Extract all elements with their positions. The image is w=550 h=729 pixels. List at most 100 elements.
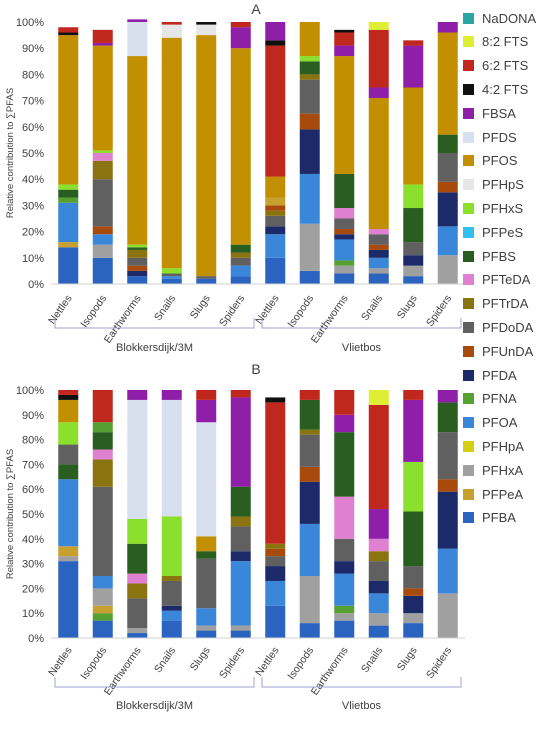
bar-segment bbox=[334, 605, 355, 614]
group-label: Blokkersdijk/3M bbox=[116, 700, 193, 712]
group-bracket bbox=[54, 677, 255, 688]
group-label: Blokkersdijk/3M bbox=[116, 342, 193, 354]
bar-segment bbox=[230, 257, 251, 266]
legend-item: PFDoDA bbox=[463, 319, 533, 335]
x-tick-label: Isopods bbox=[78, 645, 109, 682]
panel-label: B bbox=[251, 361, 260, 377]
y-tick-label: 100% bbox=[16, 385, 44, 397]
bar-segment bbox=[92, 390, 113, 423]
bar-segment bbox=[265, 402, 286, 544]
bar-segment bbox=[92, 153, 113, 161]
legend-item: PFPeA bbox=[463, 486, 523, 502]
x-tick-label: Nettles bbox=[46, 645, 75, 679]
y-tick-label: 20% bbox=[22, 583, 44, 595]
bar-segment bbox=[230, 397, 251, 487]
bar-segment bbox=[196, 625, 217, 631]
bar-segment bbox=[299, 270, 320, 284]
bar-segment bbox=[437, 181, 458, 193]
bar-segment bbox=[230, 516, 251, 527]
legend-swatch bbox=[463, 369, 474, 381]
bar-segment bbox=[265, 226, 286, 235]
bar-segment bbox=[92, 234, 113, 245]
y-tick-label: 50% bbox=[22, 509, 44, 521]
legend-item: FBSA bbox=[463, 105, 516, 121]
legend-swatch bbox=[463, 440, 474, 452]
bar-segment bbox=[437, 22, 458, 33]
bar-segment bbox=[196, 276, 217, 279]
legend-swatch bbox=[463, 226, 474, 238]
legend-swatch bbox=[463, 12, 474, 24]
legend-label: FBSA bbox=[482, 105, 516, 121]
bar-segment bbox=[265, 234, 286, 258]
y-tick-label: 0% bbox=[28, 633, 44, 645]
bar-segment bbox=[437, 479, 458, 492]
bar-segment bbox=[230, 486, 251, 517]
bar-segment bbox=[437, 226, 458, 256]
y-tick-label: 90% bbox=[22, 410, 44, 422]
y-tick-label: 10% bbox=[22, 253, 44, 265]
bar-segment bbox=[127, 518, 148, 544]
bar-segment bbox=[334, 273, 355, 284]
bar-segment bbox=[403, 623, 424, 638]
bar-segment bbox=[127, 390, 148, 400]
bar-segment bbox=[403, 390, 424, 400]
bar-segment bbox=[334, 173, 355, 209]
legend-item: PFUnDA bbox=[463, 343, 533, 359]
bar-segment bbox=[437, 593, 458, 638]
bar-segment bbox=[92, 576, 113, 589]
y-tick-label: 60% bbox=[22, 484, 44, 496]
legend-swatch bbox=[463, 131, 474, 143]
bar-segment bbox=[92, 588, 113, 606]
bar-segment bbox=[161, 37, 182, 269]
bar-segment bbox=[334, 496, 355, 539]
legend-label: PFPeA bbox=[482, 486, 524, 502]
y-tick-label: 70% bbox=[22, 96, 44, 108]
legend-swatch bbox=[463, 345, 474, 357]
legend-item: PFBS bbox=[463, 248, 516, 264]
bar-segment bbox=[196, 399, 217, 423]
bar-segment bbox=[127, 247, 148, 250]
bar-segment bbox=[58, 189, 79, 198]
x-tick-label: Snails bbox=[359, 645, 385, 675]
bar-segment bbox=[334, 613, 355, 621]
legend-label: PFDS bbox=[482, 129, 517, 145]
bar-segment bbox=[299, 173, 320, 224]
legend-item: PFHpA bbox=[463, 438, 524, 454]
bar-segment bbox=[334, 414, 355, 433]
bar-segment bbox=[299, 466, 320, 482]
bar-segment bbox=[334, 228, 355, 235]
legend-item: 8:2 FTS bbox=[463, 34, 528, 50]
bar-segment bbox=[92, 42, 113, 46]
bar-segment bbox=[161, 268, 182, 274]
bar-segment bbox=[368, 509, 389, 539]
legend-label: PFHpA bbox=[482, 438, 524, 454]
legend-swatch bbox=[463, 107, 474, 119]
legend-item: PFHpS bbox=[463, 177, 524, 193]
bar-segment bbox=[92, 29, 113, 43]
bar-segment bbox=[127, 633, 148, 638]
y-tick-label: 50% bbox=[22, 148, 44, 160]
bar-segment bbox=[127, 56, 148, 245]
bar-segment bbox=[92, 257, 113, 284]
bar-segment bbox=[403, 588, 424, 596]
bar-segment bbox=[334, 390, 355, 415]
bar-segment bbox=[127, 244, 148, 248]
y-tick-label: 90% bbox=[22, 43, 44, 55]
x-tick-label: Snails bbox=[152, 293, 178, 323]
bar-segment bbox=[161, 22, 182, 25]
bar-segment bbox=[127, 628, 148, 634]
legend-swatch bbox=[463, 417, 474, 429]
bar-segment bbox=[92, 605, 113, 614]
panel-a-chart: A Relative contribution to ∑PFAS 0% 10% 20% 3… bbox=[5, 1, 465, 354]
y-axis-label: Relative contribution to ∑PFAS bbox=[5, 88, 16, 218]
bar-segment bbox=[403, 184, 424, 209]
bar-segment bbox=[265, 205, 286, 211]
bar-segment bbox=[299, 22, 320, 57]
bar-segment bbox=[161, 620, 182, 638]
legend-swatch bbox=[463, 274, 474, 286]
bar-segment bbox=[265, 176, 286, 198]
bar-segment bbox=[403, 566, 424, 589]
legend-label: 6:2 FTS bbox=[482, 58, 529, 74]
bar-segment bbox=[368, 234, 389, 245]
bar-segment bbox=[299, 79, 320, 114]
